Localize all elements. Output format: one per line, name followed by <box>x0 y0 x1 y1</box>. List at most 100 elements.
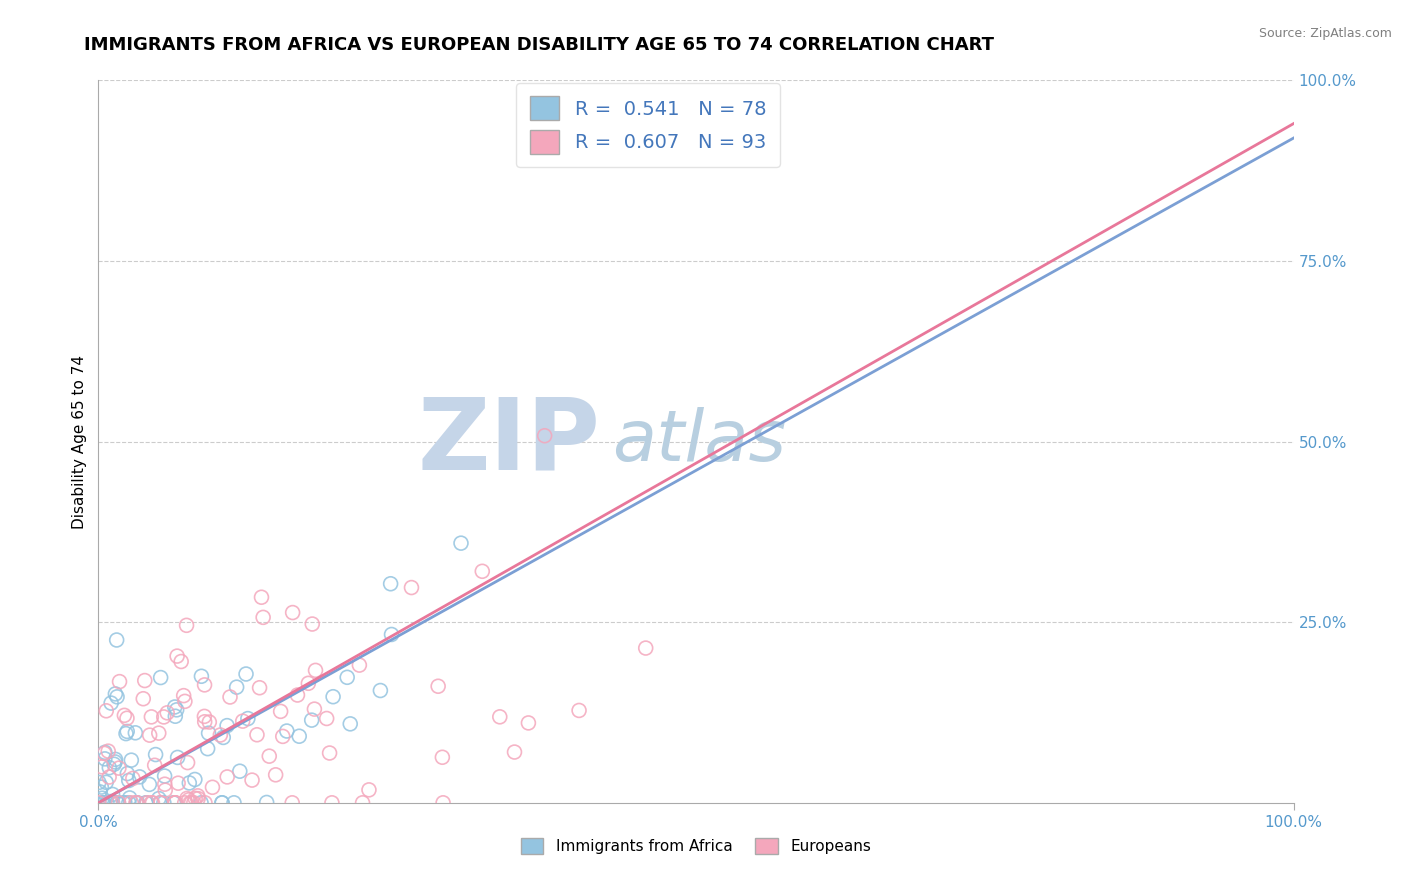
Point <box>125 796 148 810</box>
Point <box>568 703 591 717</box>
Point <box>339 717 361 731</box>
Point <box>166 703 188 717</box>
Point <box>176 791 198 805</box>
Point <box>156 706 179 720</box>
Point <box>138 728 160 742</box>
Point <box>136 796 159 810</box>
Point <box>194 714 217 729</box>
Point <box>115 711 138 725</box>
Point <box>503 745 526 759</box>
Point <box>153 769 176 783</box>
Point <box>87 796 110 810</box>
Point <box>114 796 136 810</box>
Point <box>427 679 450 693</box>
Point <box>153 796 176 810</box>
Point <box>209 728 232 742</box>
Point <box>167 776 190 790</box>
Point <box>252 610 274 624</box>
Point <box>141 710 163 724</box>
Point <box>163 700 186 714</box>
Point <box>225 680 247 694</box>
Point <box>94 745 117 759</box>
Point <box>297 676 319 690</box>
Point <box>301 617 323 632</box>
Point <box>118 796 141 810</box>
Point <box>120 796 142 810</box>
Point <box>152 710 174 724</box>
Y-axis label: Disability Age 65 to 74: Disability Age 65 to 74 <box>72 354 87 529</box>
Point <box>193 678 215 692</box>
Point <box>93 747 115 761</box>
Point <box>141 796 163 810</box>
Point <box>104 755 127 769</box>
Point <box>173 796 195 810</box>
Point <box>219 690 242 704</box>
Point <box>217 718 239 732</box>
Point <box>93 796 115 810</box>
Point <box>125 796 148 810</box>
Point <box>352 796 374 810</box>
Point <box>173 689 195 703</box>
Point <box>287 688 309 702</box>
Point <box>322 690 344 704</box>
Point <box>240 773 263 788</box>
Point <box>105 690 128 704</box>
Point <box>143 758 166 772</box>
Point <box>249 681 271 695</box>
Point <box>450 536 472 550</box>
Point <box>357 782 380 797</box>
Point <box>149 796 172 810</box>
Point <box>349 658 371 673</box>
Point <box>128 770 150 784</box>
Point <box>165 709 187 723</box>
Point <box>315 711 337 725</box>
Point <box>380 576 402 591</box>
Point <box>125 796 148 810</box>
Point <box>432 750 454 764</box>
Point <box>118 791 141 805</box>
Point <box>235 667 257 681</box>
Point <box>101 788 124 802</box>
Point <box>318 746 340 760</box>
Point <box>212 731 235 745</box>
Point <box>264 768 287 782</box>
Point <box>201 780 224 795</box>
Point <box>91 791 114 805</box>
Point <box>211 796 233 810</box>
Point <box>124 726 146 740</box>
Point <box>138 777 160 791</box>
Point <box>187 789 209 803</box>
Point <box>91 760 114 774</box>
Point <box>193 709 215 723</box>
Point <box>98 761 121 775</box>
Point <box>232 714 254 728</box>
Point <box>96 775 118 789</box>
Point <box>141 796 163 810</box>
Point <box>149 671 172 685</box>
Point <box>98 796 121 810</box>
Point <box>250 591 273 605</box>
Point <box>163 796 186 810</box>
Point <box>117 766 139 780</box>
Point <box>229 764 252 779</box>
Point <box>148 791 170 805</box>
Point <box>187 791 209 805</box>
Point <box>432 796 454 810</box>
Point <box>166 750 188 764</box>
Point <box>281 796 304 810</box>
Point <box>135 796 157 810</box>
Point <box>136 796 159 810</box>
Point <box>148 726 170 740</box>
Point <box>101 796 124 810</box>
Point <box>270 705 292 719</box>
Point <box>107 796 129 810</box>
Point <box>211 796 233 810</box>
Point <box>93 796 115 810</box>
Point <box>170 655 193 669</box>
Point <box>162 796 184 810</box>
Point <box>190 796 212 810</box>
Point <box>104 752 127 766</box>
Point <box>103 757 125 772</box>
Point <box>163 796 186 810</box>
Point <box>97 744 120 758</box>
